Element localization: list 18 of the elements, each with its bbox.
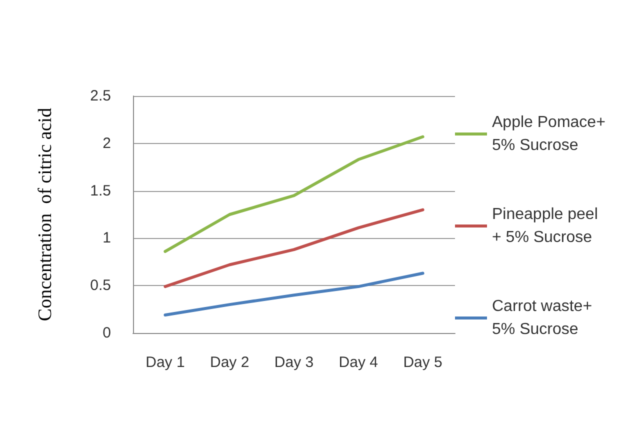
y-tick-label: 2 [102,134,111,152]
x-tick-label: Day 1 [146,354,185,371]
x-tick-label: Day 2 [210,354,250,371]
x-tick-label: Day 3 [274,354,314,371]
x-tick-label: Day 5 [403,354,442,371]
x-tick-label: Day 4 [338,354,378,371]
legend-label: Carrot waste+ 5% Sucrose [492,298,596,338]
legend-label: Apple Pomace+ 5% Sucrose [492,114,610,154]
y-tick-label: 2.5 [90,88,111,104]
y-axis-title: Concentration of citric acid [35,107,56,322]
line-series [164,272,424,316]
y-tick-label: 1.5 [90,182,111,200]
line-series [164,208,424,288]
y-tick-label: 0 [102,324,111,342]
legend-label: Pineapple peel + 5% Sucrose [492,206,602,246]
line-series [164,135,424,253]
y-tick-label: 0.5 [90,277,111,294]
y-tick-label: 1 [102,230,111,247]
